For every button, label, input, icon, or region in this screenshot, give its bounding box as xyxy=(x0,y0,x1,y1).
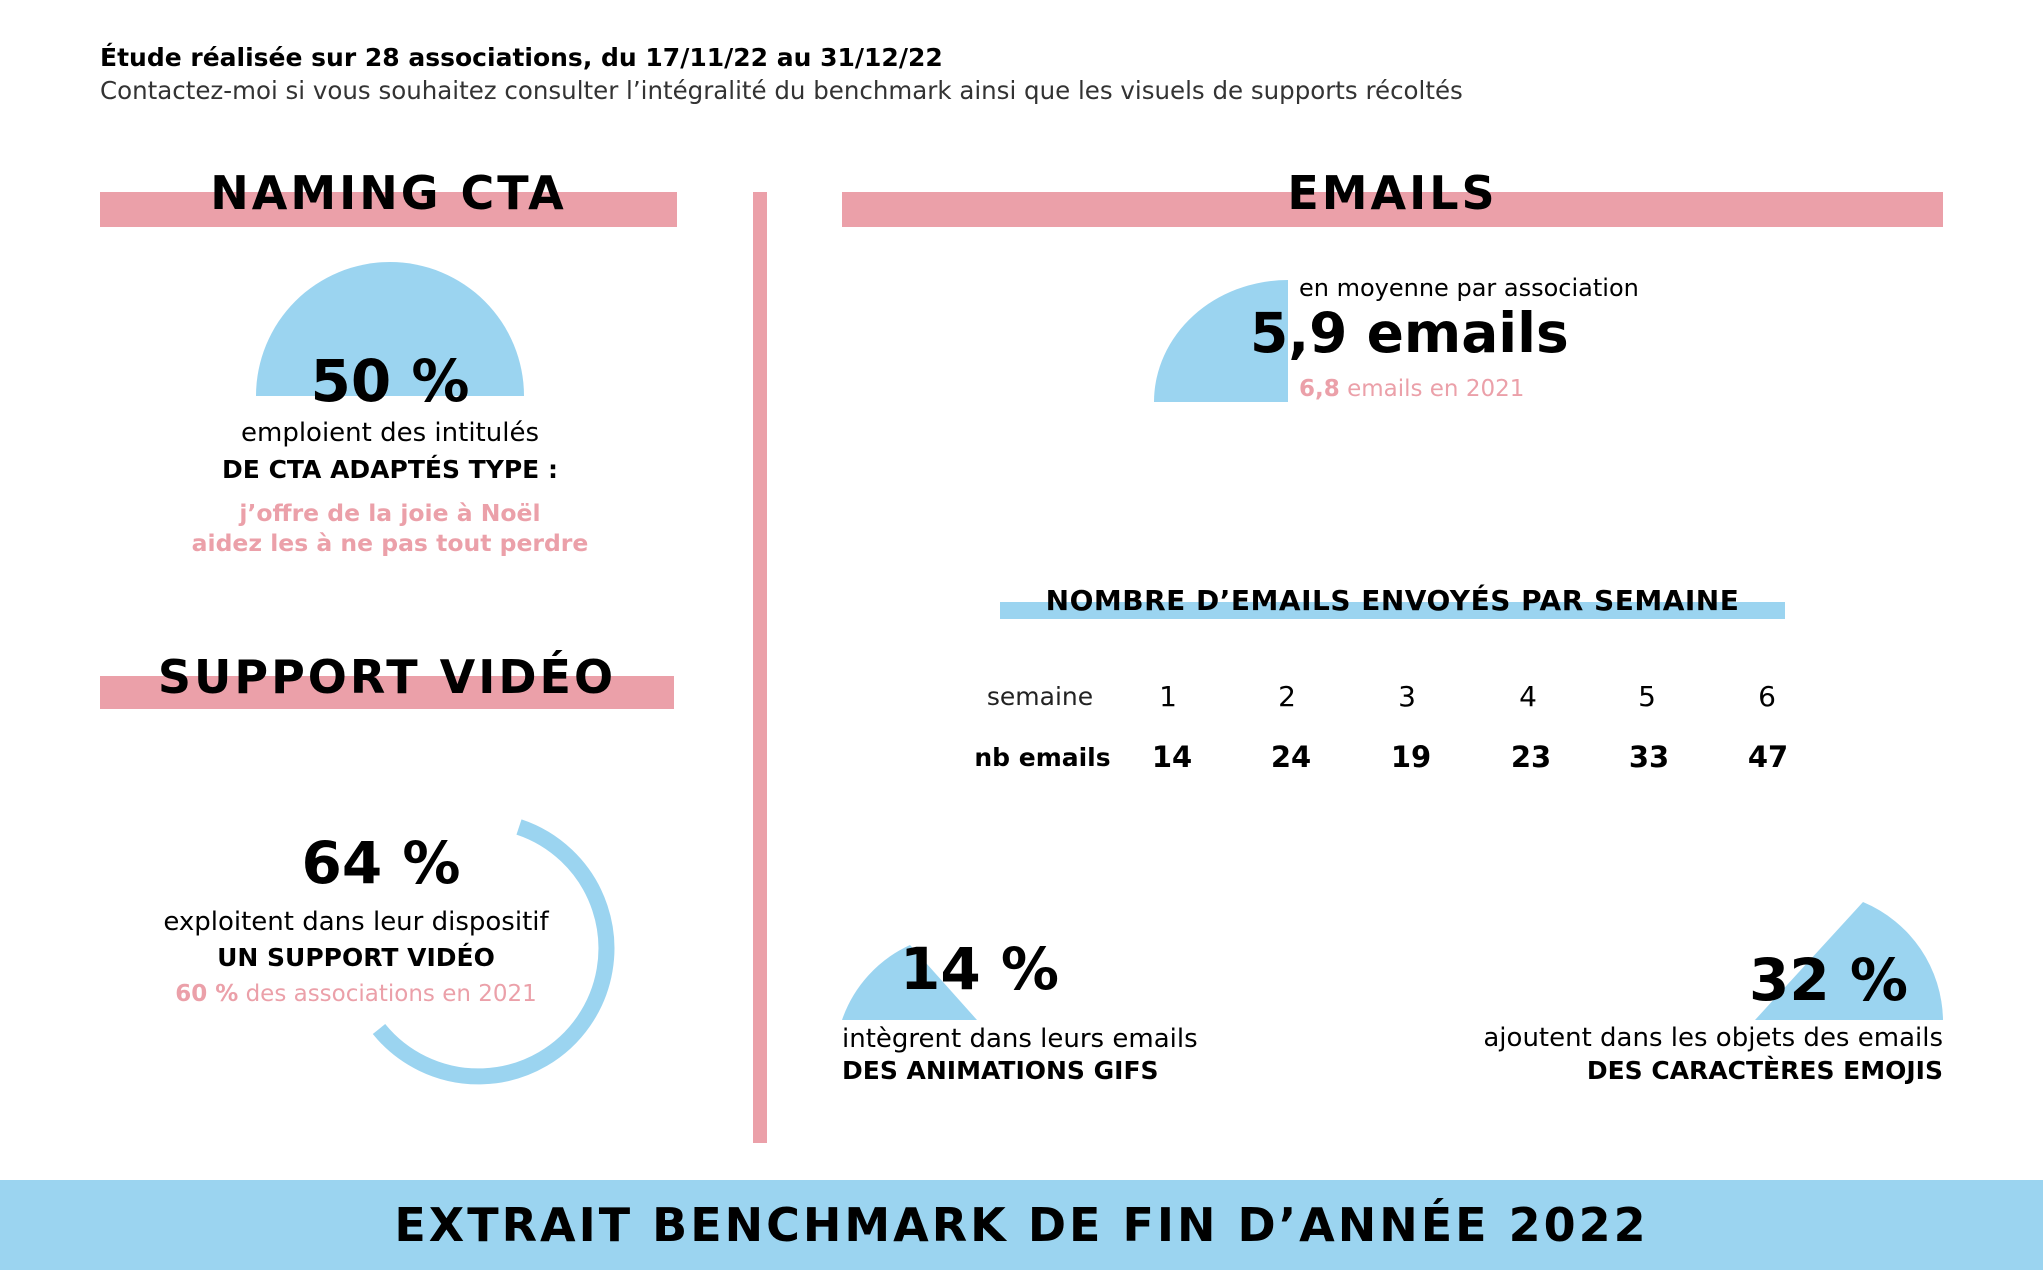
gif-percent: 14 % xyxy=(900,935,1060,1003)
emoji-text-1: ajoutent dans les objets des emails xyxy=(1483,1023,1943,1053)
emoji-pie-slice xyxy=(1755,902,1943,1020)
naming-semicircle xyxy=(256,262,524,396)
video-previous-value: 60 % xyxy=(175,981,239,1007)
weekly-title-bar xyxy=(1000,602,1785,619)
video-percent: 64 % xyxy=(301,829,461,897)
emails-previous: 6,8 emails en 2021 xyxy=(1299,376,1524,402)
count-cell: 24 xyxy=(1270,740,1312,774)
video-text-1: exploitent dans leur dispositif xyxy=(163,907,549,937)
video-previous: 60 % des associations en 2021 xyxy=(106,981,606,1007)
footer-title: EXTRAIT BENCHMARK DE FIN D’ANNÉE 2022 xyxy=(394,1198,1649,1252)
week-row-label: semaine xyxy=(986,682,1094,711)
video-ring xyxy=(372,819,615,1085)
emoji-percent: 32 % xyxy=(1748,946,1908,1014)
emails-previous-value: 6,8 xyxy=(1299,376,1340,402)
weekly-title: NOMBRE D’EMAILS ENVOYÉS PAR SEMAINE xyxy=(1045,584,1740,617)
gif-text-1: intègrent dans leurs emails xyxy=(842,1024,1198,1054)
emails-title: EMAILS xyxy=(1287,166,1498,220)
count-row-label: nb emails xyxy=(974,743,1111,772)
video-previous-text: des associations en 2021 xyxy=(245,981,537,1007)
emails-quarter-circle xyxy=(1154,280,1288,402)
gif-text-2: DES ANIMATIONS GIFS xyxy=(842,1056,1159,1085)
emails-avg-value: 5,9 emails xyxy=(1250,301,1569,365)
week-cell: 1 xyxy=(1159,680,1177,713)
video-title: SUPPORT VIDÉO xyxy=(157,650,617,704)
emails-title-bar xyxy=(842,192,1943,227)
naming-example-2: aidez les à ne pas tout perdre xyxy=(191,529,589,557)
video-title-bar xyxy=(100,676,674,709)
count-cell: 19 xyxy=(1390,740,1432,774)
count-cell: 23 xyxy=(1510,740,1552,774)
naming-text-1: emploient des intitulés xyxy=(241,418,539,448)
week-cell: 3 xyxy=(1398,680,1416,713)
week-cell: 4 xyxy=(1519,680,1537,713)
naming-example-1: j’offre de la joie à Noël xyxy=(239,499,541,527)
footer-band xyxy=(0,1180,2043,1270)
emails-previous-text: emails en 2021 xyxy=(1347,376,1525,402)
study-info: Étude réalisée sur 28 associations, du 1… xyxy=(100,43,943,72)
vertical-divider xyxy=(753,192,767,1143)
naming-percent: 50 % xyxy=(310,347,470,415)
naming-title: NAMING CTA xyxy=(210,166,567,220)
count-cell: 14 xyxy=(1151,740,1193,774)
week-cell: 6 xyxy=(1758,680,1776,713)
week-cell: 5 xyxy=(1638,680,1656,713)
count-cell: 33 xyxy=(1628,740,1670,774)
naming-title-bar xyxy=(100,192,677,227)
contact-info: Contactez-moi si vous souhaitez consulte… xyxy=(100,76,1463,105)
week-cell: 2 xyxy=(1278,680,1296,713)
gif-pie-slice xyxy=(842,945,977,1020)
count-cell: 47 xyxy=(1747,740,1789,774)
naming-text-2: DE CTA ADAPTÉS TYPE : xyxy=(222,455,558,484)
video-text-2: UN SUPPORT VIDÉO xyxy=(217,943,495,972)
emoji-text-2: DES CARACTÈRES EMOJIS xyxy=(1586,1056,1943,1085)
emails-avg-caption: en moyenne par association xyxy=(1299,274,1639,302)
